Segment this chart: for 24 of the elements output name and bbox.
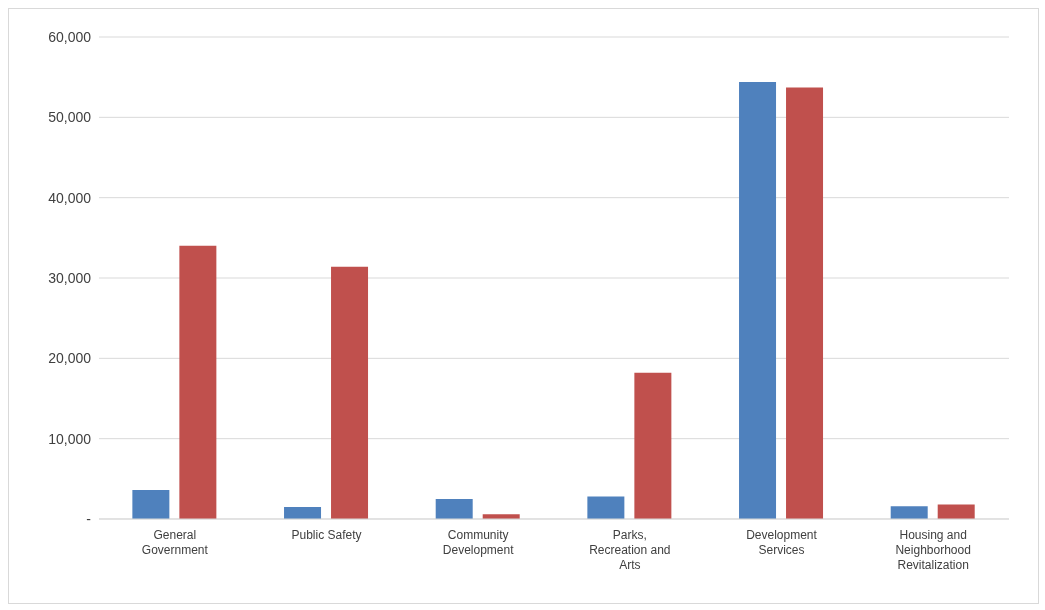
bar (284, 506, 322, 519)
y-tick-label: 20,000 (48, 350, 92, 367)
y-tick-label: 40,000 (48, 189, 92, 206)
x-tick-label: Community Development (442, 528, 515, 557)
y-tick-label: 30,000 (48, 269, 92, 286)
y-tick-label: 50,000 (48, 109, 92, 126)
x-tick-label: Housing and Neighborhood Revitalization (895, 528, 971, 572)
bar (634, 372, 672, 519)
x-tick-label: Development Services (746, 528, 818, 557)
x-tick-label: General Government (141, 528, 209, 557)
bar (937, 504, 975, 519)
x-tick-label: Public Safety (291, 528, 362, 542)
bar (331, 266, 369, 519)
bar (587, 496, 625, 519)
y-tick-label: - (86, 510, 92, 527)
y-tick-label: 10,000 (48, 430, 92, 447)
y-tick-label: 60,000 (48, 28, 92, 45)
bar (179, 245, 217, 519)
bar (132, 490, 170, 519)
x-tick-label: Parks, Recreation and Arts (589, 528, 671, 572)
bar (890, 506, 928, 519)
bar (786, 87, 824, 519)
bar (435, 498, 473, 519)
bar (739, 81, 777, 519)
